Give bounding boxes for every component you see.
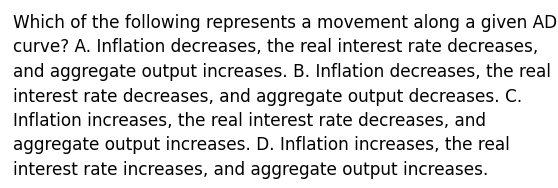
Text: aggregate output increases. D. Inflation increases, the real: aggregate output increases. D. Inflation…: [13, 136, 510, 155]
Text: and aggregate output increases. B. Inflation decreases, the real: and aggregate output increases. B. Infla…: [13, 63, 551, 81]
Text: curve? A. Inflation decreases, the real interest rate decreases,: curve? A. Inflation decreases, the real …: [13, 39, 538, 57]
Text: Which of the following represents a movement along a given AD: Which of the following represents a move…: [13, 14, 557, 32]
Text: interest rate decreases, and aggregate output decreases. C.: interest rate decreases, and aggregate o…: [13, 87, 522, 105]
Text: Inflation increases, the real interest rate decreases, and: Inflation increases, the real interest r…: [13, 112, 486, 130]
Text: interest rate increases, and aggregate output increases.: interest rate increases, and aggregate o…: [13, 161, 488, 179]
